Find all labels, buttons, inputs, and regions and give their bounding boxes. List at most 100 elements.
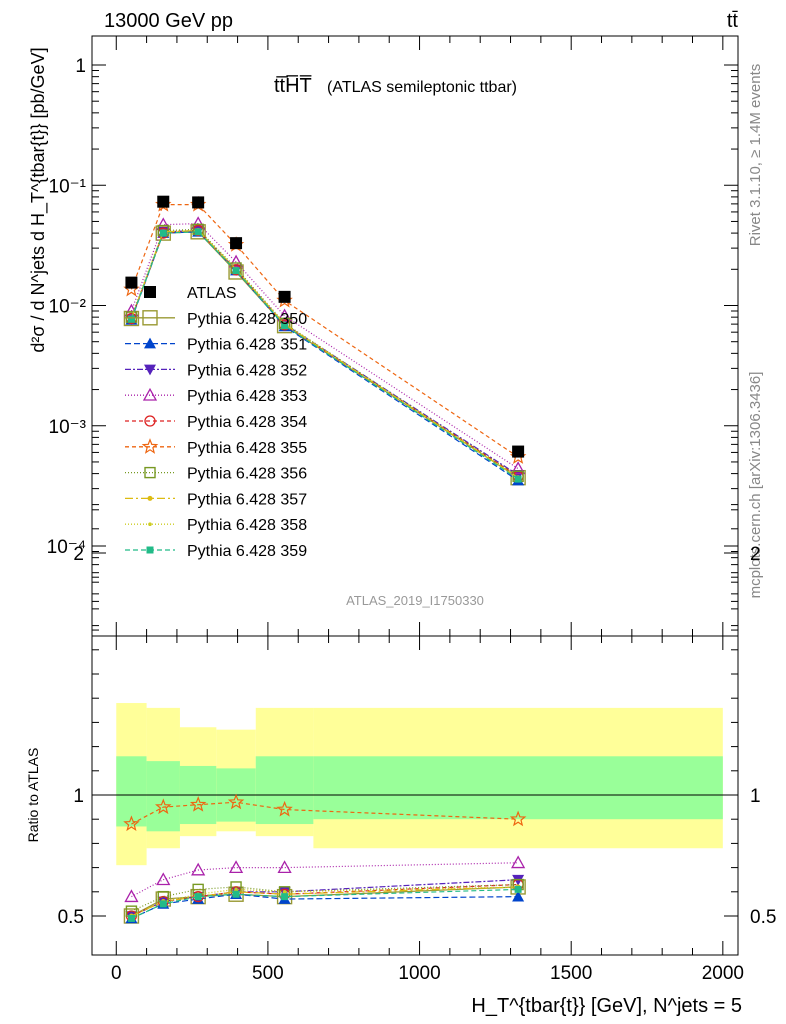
legend-label: Pythia 6.428 356 — [187, 466, 307, 483]
ratio-point — [159, 900, 167, 908]
ratio-point — [512, 874, 525, 886]
ratio-point — [123, 815, 140, 832]
main-y-tick-label: 10⁻¹ — [49, 176, 87, 197]
green-band-bin — [116, 756, 147, 827]
series-line — [130, 231, 519, 480]
data-point — [514, 475, 522, 483]
ratio-panel-axes: 0.5 0.5 1 1 2 2 0 500 1000 1500 2000 — [58, 504, 776, 984]
ratio-point — [277, 860, 292, 874]
data-point — [281, 322, 289, 330]
data-point — [230, 237, 243, 250]
series-pythia-6-428-353 — [124, 216, 526, 475]
ratio-point — [509, 810, 527, 827]
legend-entry: Pythia 6.428 351 — [125, 337, 307, 354]
main-y-tick-label: 10⁻⁴ — [47, 537, 86, 558]
main-title-subtitle: (ATLAS semileptonic ttbar) — [327, 79, 517, 96]
legend-marker — [147, 495, 153, 501]
legend-label: Pythia 6.428 357 — [187, 491, 307, 508]
legend-label: Pythia 6.428 359 — [187, 543, 307, 560]
data-point — [194, 228, 202, 236]
legend-marker — [144, 337, 156, 349]
ratio-series-pythia-6-428-355 — [123, 793, 527, 832]
data-point — [511, 461, 526, 475]
legend-marker — [144, 415, 156, 427]
ratio-point — [124, 889, 139, 903]
ratio-point — [511, 855, 526, 869]
green-band-bin — [313, 756, 723, 820]
data-point — [159, 229, 167, 237]
green-band-bin — [146, 761, 180, 832]
ratio-point — [191, 862, 206, 876]
ratio-point — [276, 800, 293, 817]
legend-label: Pythia 6.428 352 — [187, 362, 307, 379]
ratio-series-line — [131, 879, 519, 917]
legend-marker — [141, 438, 159, 454]
series-atlas — [125, 195, 525, 458]
x-tick-label: 1000 — [398, 963, 440, 984]
x-axis-label: H_T^{tbar{t}} [GeV], N^jets = 5 — [471, 995, 742, 1017]
rivet-version-label: Rivet 3.1.10, ≥ 1.4M events — [747, 64, 764, 247]
data-point — [278, 290, 291, 303]
series-pythia-6-428-359 — [127, 228, 522, 483]
data-point — [277, 308, 292, 322]
ratio-y-tick-label-right: 0.5 — [750, 907, 776, 928]
ratio-y-axis-label: Ratio to ATLAS — [25, 748, 41, 843]
legend-entry: Pythia 6.428 358 — [125, 517, 307, 534]
legend-entry: Pythia 6.428 354 — [125, 414, 307, 431]
main-panel-axes: 1 10⁻¹ 10⁻² 10⁻³ 10⁻⁴ — [47, 35, 739, 637]
ratio-point — [156, 872, 171, 886]
ratio-point — [514, 885, 522, 893]
ratio-point — [227, 793, 245, 810]
legend-label: Pythia 6.428 351 — [187, 337, 307, 354]
series-pythia-6-428-351 — [125, 225, 525, 486]
legend-marker — [144, 286, 156, 298]
ratio-series-line — [131, 883, 519, 917]
legend-label: Pythia 6.428 355 — [187, 440, 307, 457]
data-point — [157, 195, 170, 208]
analysis-id-label: ATLAS_2019_I1750330 — [346, 593, 484, 608]
ratio-point — [512, 890, 525, 902]
x-tick-label: 2000 — [702, 963, 744, 984]
data-point — [232, 267, 240, 275]
ratio-series-line — [131, 888, 519, 919]
main-panel-series — [123, 195, 527, 486]
x-tick-label: 1500 — [550, 963, 592, 984]
green-band-bin — [255, 756, 314, 825]
main-y-axis-label: d²σ / d N^jets d H_T^{tbar{t}} [pb/GeV] — [28, 47, 49, 352]
main-y-tick-label: 1 — [75, 56, 86, 77]
ratio-point — [232, 890, 240, 898]
data-point — [192, 196, 205, 209]
series-pythia-6-428-355 — [123, 195, 527, 464]
ratio-y-tick-label-left: 1 — [73, 786, 84, 807]
series-line — [130, 222, 519, 470]
x-tick-label: 500 — [252, 963, 284, 984]
ratio-point — [194, 893, 202, 901]
data-point — [125, 276, 138, 289]
ratio-series-pythia-6-428-353 — [124, 855, 526, 903]
series-line — [130, 229, 519, 479]
legend-label: Pythia 6.428 358 — [187, 517, 307, 534]
ratio-panel-series — [123, 793, 527, 924]
legend-marker — [148, 522, 152, 526]
series-line — [130, 204, 519, 458]
main-y-tick-label: 10⁻³ — [49, 417, 87, 438]
legend-entry: Pythia 6.428 359 — [125, 543, 307, 560]
legend-marker — [142, 310, 158, 326]
ratio-y-tick-label-left: 0.5 — [58, 907, 84, 928]
ratio-point — [281, 893, 289, 901]
energy-label: 13000 GeV pp — [104, 10, 233, 32]
ratio-y-tick-label-left: 2 — [73, 544, 84, 565]
ratio-point — [234, 887, 238, 892]
legend-entry: Pythia 6.428 356 — [125, 466, 307, 483]
legend-label: ATLAS — [187, 285, 237, 302]
legend-marker — [144, 466, 156, 479]
legend-marker — [142, 387, 158, 401]
main-y-tick-label: 10⁻² — [49, 297, 87, 318]
legend-entry: Pythia 6.428 355 — [125, 438, 307, 457]
ratio-series-line — [131, 893, 519, 919]
legend-marker — [146, 546, 154, 554]
ratio-series-line — [131, 801, 519, 825]
ratio-point — [154, 798, 172, 815]
legend-marker — [144, 364, 156, 376]
